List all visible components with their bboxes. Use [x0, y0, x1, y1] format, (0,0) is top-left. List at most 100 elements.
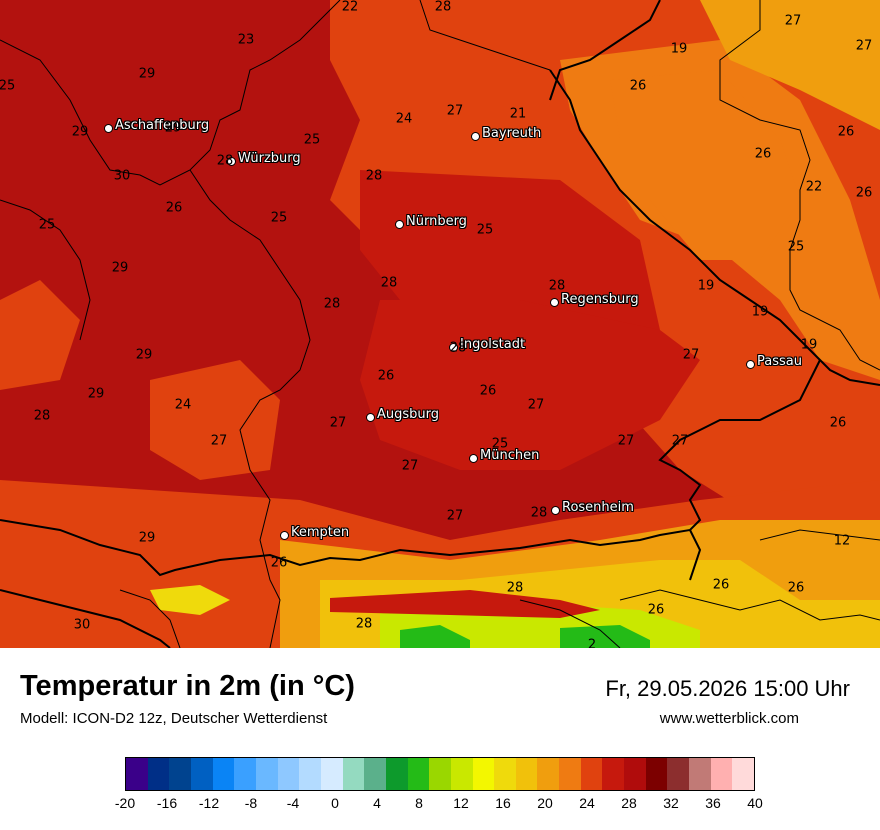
temperature-label: 27 [527, 397, 545, 413]
colorbar-tick-label: -4 [286, 795, 300, 811]
temperature-label: 19 [670, 41, 688, 57]
temperature-label: 29 [135, 347, 153, 363]
temperature-label: 19 [697, 278, 715, 294]
colorbar-segment [190, 758, 213, 790]
temperature-label: 25 [491, 436, 509, 452]
colorbar-segment [364, 758, 386, 790]
city-marker [280, 531, 289, 540]
colorbar-segment [234, 758, 256, 790]
temperature-label: 26 [165, 200, 183, 216]
city-marker [395, 220, 404, 229]
website-link[interactable]: www.wetterblick.com [659, 710, 799, 727]
city-label: Augsburg [377, 407, 440, 422]
city-label: Rosenheim [562, 500, 634, 515]
temperature-label: 23 [237, 32, 255, 48]
city-label: Würzburg [238, 151, 301, 166]
colorbar-segment [494, 758, 516, 790]
temperature-label: 26 [712, 577, 730, 593]
temperature-label: 26 [754, 146, 772, 162]
city-marker [550, 298, 559, 307]
city-label: Aschaffenburg [115, 118, 210, 133]
colorbar-segment [450, 758, 473, 790]
temperature-label: 28 [365, 168, 383, 184]
colorbar-tick-label: 8 [415, 795, 423, 811]
colorbar-tick-label: 4 [373, 795, 381, 811]
temperature-label: 29 [164, 120, 182, 136]
city-marker [449, 343, 458, 352]
colorbar-segment [147, 758, 170, 790]
temperature-label: 28 [548, 278, 566, 294]
forecast-datetime: Fr, 29.05.2026 15:00 Uhr [605, 676, 850, 701]
temperature-label: 12 [833, 533, 851, 549]
temperature-label: 26 [787, 580, 805, 596]
temperature-label: 30 [113, 168, 131, 184]
temperature-label: 22 [805, 179, 823, 195]
colorbar-segment [277, 758, 300, 790]
temperature-label: 28 [530, 505, 548, 521]
temperature-label: 29 [71, 124, 89, 140]
temperature-label: 28 [380, 275, 398, 291]
colorbar-tick-label: 28 [621, 795, 637, 811]
zone-danube-red [360, 300, 700, 470]
temperature-label: 19 [800, 337, 818, 353]
temperature-label: 26 [377, 368, 395, 384]
temperature-label: 26 [829, 415, 847, 431]
temperature-label: 24 [395, 111, 413, 127]
temperature-colorbar [125, 757, 755, 791]
national-borders [0, 0, 880, 648]
temperature-label: 29 [138, 530, 156, 546]
colorbar-segment [559, 758, 581, 790]
temperature-label: 27 [617, 433, 635, 449]
colorbar-segment [537, 758, 560, 790]
temperature-label: 27 [682, 347, 700, 363]
colorbar-segment [689, 758, 711, 790]
colorbar-segment [602, 758, 625, 790]
city-label: Regensburg [561, 292, 639, 307]
temperature-label: 25 [38, 217, 56, 233]
colorbar-segment [515, 758, 538, 790]
map-background [0, 0, 880, 648]
temperature-label: 28 [323, 296, 341, 312]
colorbar-tick-label: 36 [705, 795, 721, 811]
colorbar-segment [126, 758, 148, 790]
colorbar-segment [580, 758, 603, 790]
colorbar-segment [645, 758, 668, 790]
temperature-label: 25 [270, 210, 288, 226]
temperature-label: 26 [629, 78, 647, 94]
temperature-label: 2 [587, 637, 597, 649]
map-title: Temperatur in 2m (in °C) [20, 670, 355, 702]
colorbar-tick-label: -12 [198, 795, 220, 811]
temperature-label: 28 [33, 408, 51, 424]
city-marker [366, 413, 375, 422]
colorbar-segment [624, 758, 646, 790]
city-label: Nürnberg [406, 214, 467, 229]
city-marker [227, 157, 236, 166]
temperature-label: 27 [329, 415, 347, 431]
state-borders [0, 0, 880, 648]
colorbar-segment [342, 758, 365, 790]
temperature-label: 27 [446, 508, 464, 524]
temperature-label: 28 [216, 153, 234, 169]
colorbar-tick-label: 24 [579, 795, 595, 811]
colorbar-segment [299, 758, 321, 790]
colorbar-tick-label: 20 [537, 795, 553, 811]
temperature-label: 27 [401, 458, 419, 474]
temperature-map[interactable]: Aschaffenburg Würzburg Bayreuth Nürnberg Reg… [0, 0, 880, 648]
temperature-label: 25 [303, 132, 321, 148]
city-marker [104, 124, 113, 133]
colorbar-tick-label: 40 [747, 795, 763, 811]
colorbar-segment [385, 758, 408, 790]
temperature-label: 21 [509, 106, 527, 122]
temperature-label: 26 [837, 124, 855, 140]
colorbar-segment [710, 758, 733, 790]
city-label: München [480, 448, 540, 463]
colorbar-tick-label: -16 [156, 795, 178, 811]
colorbar-segment [667, 758, 690, 790]
temperature-label: 29 [87, 386, 105, 402]
temperature-label: 19 [751, 304, 769, 320]
temperature-label: 30 [73, 617, 91, 633]
zone-southwest-patch [0, 280, 80, 390]
city-label: Bayreuth [482, 126, 542, 141]
colorbar-segment [472, 758, 495, 790]
